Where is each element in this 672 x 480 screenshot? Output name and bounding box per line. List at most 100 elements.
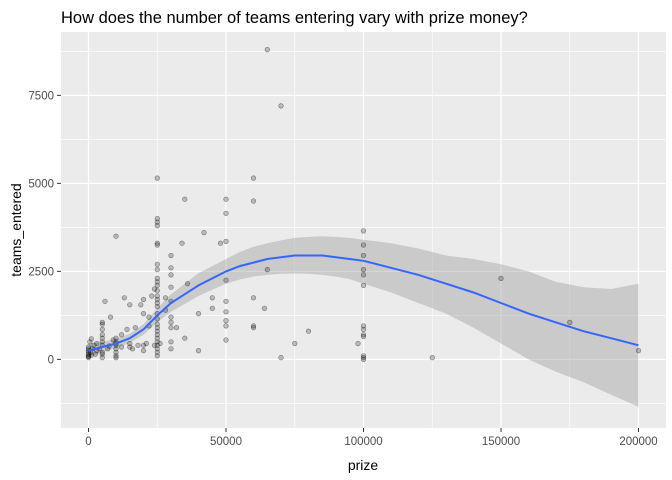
data-point xyxy=(154,296,160,303)
data-point xyxy=(121,295,127,301)
data-point xyxy=(250,295,257,301)
data-point xyxy=(223,318,229,324)
data-point xyxy=(305,328,312,334)
data-point xyxy=(107,314,114,320)
data-point xyxy=(250,325,257,331)
data-point xyxy=(85,353,92,359)
data-point xyxy=(223,337,229,343)
data-point xyxy=(209,305,215,311)
data-point xyxy=(151,342,158,348)
data-point xyxy=(85,351,92,357)
x-tick-label: 150000 xyxy=(482,436,520,448)
data-point xyxy=(168,325,174,331)
data-point xyxy=(102,298,108,304)
data-point xyxy=(154,279,160,285)
data-point xyxy=(91,342,97,348)
data-point xyxy=(223,277,229,283)
data-point xyxy=(127,340,133,347)
data-point xyxy=(209,295,215,301)
data-point xyxy=(154,346,160,352)
x-tick-label: 50000 xyxy=(210,436,242,448)
data-point xyxy=(360,272,367,278)
data-point xyxy=(278,355,284,361)
x-axis: 0 50000 100000 150000 200000 xyxy=(85,428,658,448)
data-point xyxy=(360,282,367,289)
data-point xyxy=(99,351,105,357)
data-point xyxy=(99,319,105,326)
data-point xyxy=(99,321,105,327)
data-point xyxy=(250,323,257,329)
data-point xyxy=(201,230,207,236)
data-point xyxy=(360,333,367,340)
data-point xyxy=(135,342,141,348)
data-point xyxy=(154,335,160,341)
data-point xyxy=(99,335,105,341)
data-point xyxy=(360,355,367,361)
x-tick-label: 100000 xyxy=(344,436,382,448)
data-point xyxy=(154,332,160,338)
data-point xyxy=(168,319,174,326)
x-tick-label: 0 xyxy=(85,436,91,448)
data-point xyxy=(129,346,136,352)
data-point xyxy=(154,342,160,348)
data-point xyxy=(184,281,191,287)
data-point xyxy=(217,240,224,246)
data-point xyxy=(140,296,147,303)
data-point xyxy=(223,298,229,304)
data-point xyxy=(179,240,185,246)
data-point xyxy=(154,282,160,289)
data-point xyxy=(168,265,174,271)
data-point xyxy=(182,335,188,341)
smooth-line xyxy=(88,254,639,352)
grid-major xyxy=(61,32,666,428)
data-point xyxy=(154,242,160,248)
data-point xyxy=(154,288,160,294)
data-point xyxy=(113,349,119,355)
data-point xyxy=(278,103,284,109)
data-point xyxy=(154,321,160,327)
data-point xyxy=(118,344,125,350)
y-axis: 0 2500 5000 7500 xyxy=(28,90,61,366)
data-point xyxy=(154,339,160,345)
data-point xyxy=(143,340,149,347)
data-point xyxy=(85,355,92,361)
data-point xyxy=(195,311,202,317)
data-point xyxy=(154,223,160,229)
data-point xyxy=(567,319,573,326)
data-point xyxy=(292,340,298,347)
data-point xyxy=(154,293,160,299)
data-point xyxy=(127,302,133,308)
data-point xyxy=(223,210,229,216)
data-point xyxy=(182,196,188,202)
data-point xyxy=(173,325,180,331)
y-tick-label: 2500 xyxy=(28,266,54,278)
data-point xyxy=(168,272,174,278)
data-point xyxy=(154,304,160,310)
data-point xyxy=(154,353,160,359)
x-axis-title: prize xyxy=(348,457,379,473)
data-point xyxy=(223,323,229,329)
data-point xyxy=(154,240,160,246)
y-axis-title: teams_entered xyxy=(8,183,24,276)
data-point xyxy=(92,351,98,357)
data-point xyxy=(118,332,125,338)
data-point xyxy=(168,339,174,345)
data-point xyxy=(355,340,361,347)
data-point xyxy=(250,198,257,204)
y-tick-label: 0 xyxy=(48,354,54,366)
data-point xyxy=(360,228,367,234)
data-point xyxy=(154,267,160,273)
data-point xyxy=(99,339,105,345)
data-point xyxy=(124,326,130,333)
data-point xyxy=(195,348,202,354)
data-point xyxy=(168,314,174,320)
chart-title: How does the number of teams entering va… xyxy=(61,9,528,27)
data-point xyxy=(360,323,367,329)
data-point xyxy=(429,355,435,361)
data-point xyxy=(223,309,229,315)
data-point xyxy=(99,349,105,355)
data-point xyxy=(113,346,119,352)
data-point xyxy=(138,302,144,308)
data-point xyxy=(154,261,160,267)
data-point xyxy=(360,267,367,273)
